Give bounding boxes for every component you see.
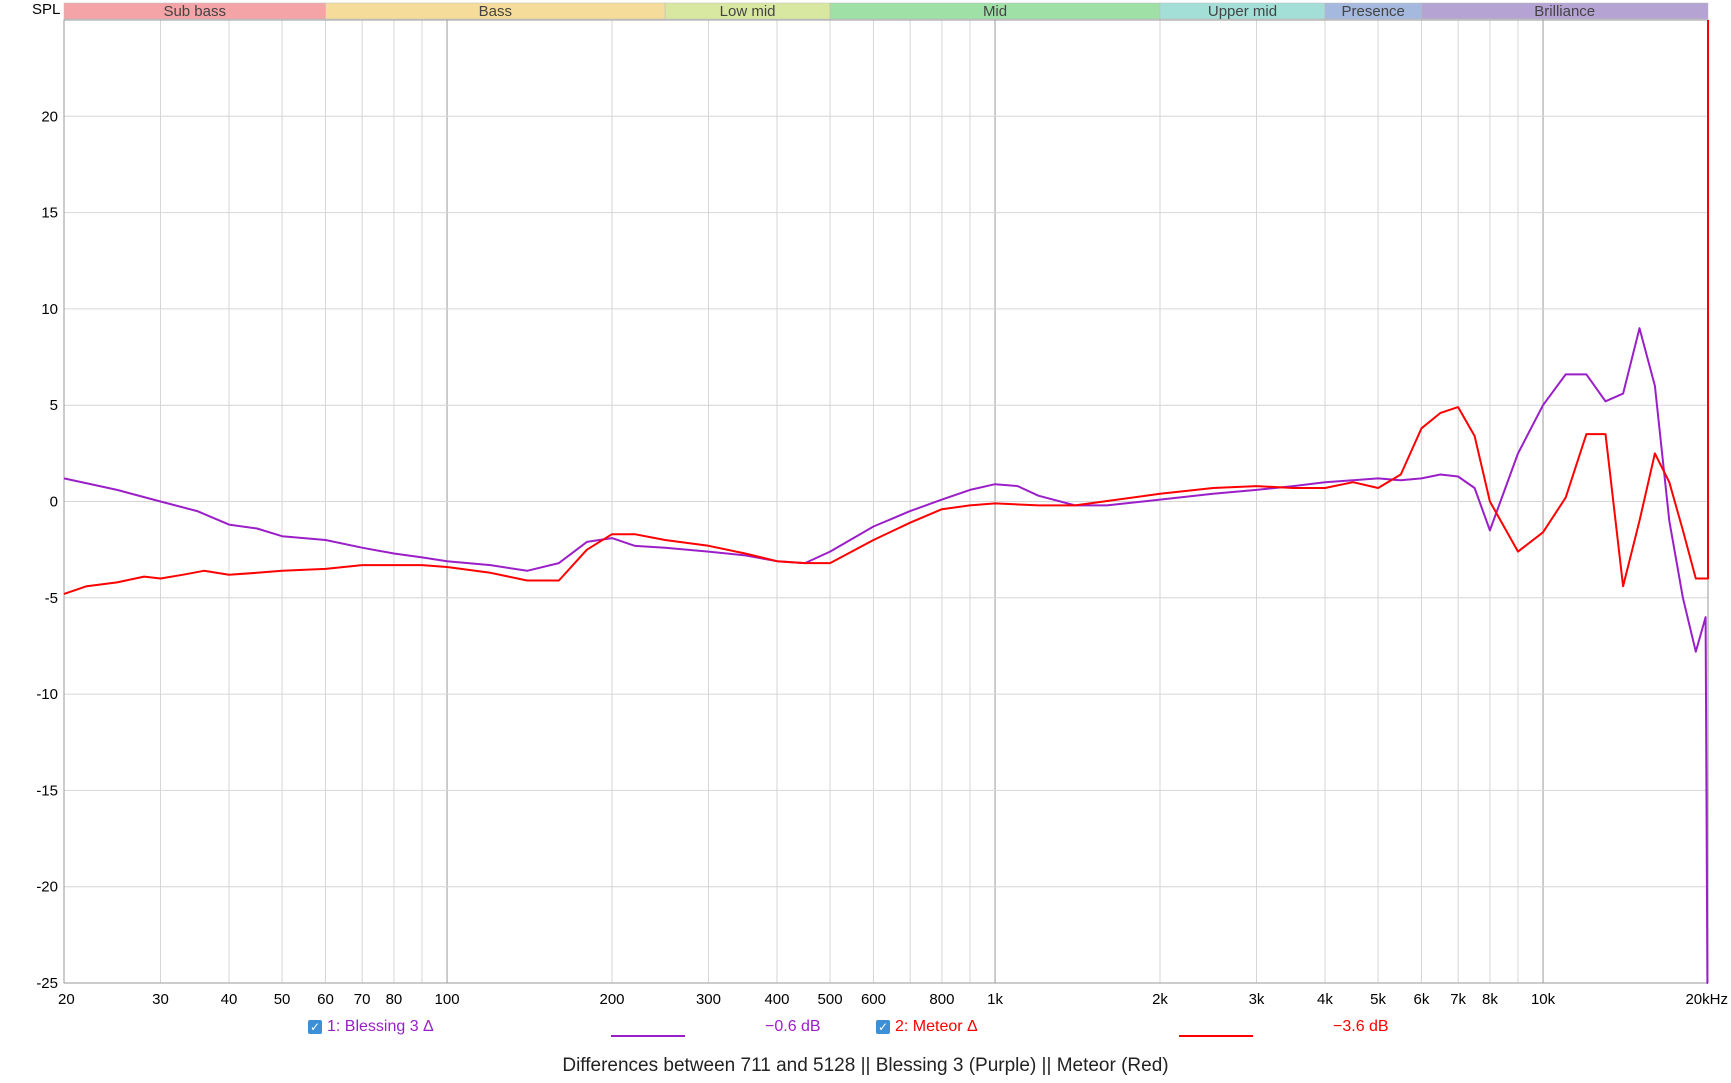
checkbox-checked-icon[interactable]: ✓ [308, 1020, 322, 1034]
x-tick-label: 400 [764, 991, 789, 1008]
x-tick-label: 200 [599, 991, 624, 1008]
y-tick-label: -20 [36, 879, 58, 896]
legend-label: 2: Meteor Δ [895, 1018, 978, 1035]
band-label: Sub bass [163, 3, 226, 20]
x-tick-label: 50 [274, 991, 291, 1008]
y-tick-label: 10 [41, 301, 58, 318]
y-tick-label: 5 [50, 397, 58, 414]
grid-lines [64, 20, 1708, 984]
y-tick-label: -15 [36, 782, 58, 799]
chart-caption: Differences between 711 and 5128 || Bles… [562, 1055, 1169, 1076]
band-label: Mid [983, 3, 1007, 20]
x-tick-label: 3k [1249, 991, 1265, 1008]
legend-value-blessing: −0.6 dB [765, 1018, 821, 1035]
x-tick-label: 80 [386, 991, 403, 1008]
x-tick-label: 8k [1482, 991, 1498, 1008]
y-tick-label: -10 [36, 686, 58, 703]
band-label: Low mid [720, 3, 776, 20]
band-label: Bass [479, 3, 512, 20]
x-tick-label: 100 [435, 991, 460, 1008]
y-axis-label: SPL [32, 1, 60, 18]
y-tick-label: -25 [36, 975, 58, 992]
x-tick-label: 60 [317, 991, 334, 1008]
series-line-2 [63, 20, 1709, 595]
legend-value-meteor: −3.6 dB [1333, 1018, 1389, 1035]
x-tick-label: 1k [987, 991, 1003, 1008]
x-tick-label: 20 [58, 991, 75, 1008]
band-label: Brilliance [1534, 3, 1595, 20]
x-tick-label: 800 [929, 991, 954, 1008]
x-tick-label: 40 [221, 991, 238, 1008]
x-tick-label: 600 [861, 991, 886, 1008]
y-tick-label: 0 [50, 494, 58, 511]
x-tick-label: 20kHz [1685, 991, 1728, 1008]
y-tick-label: 20 [41, 108, 58, 125]
frequency-bands: Sub bass Bass Low mid Mid Upper mid Presence B… [63, 2, 1709, 20]
series-lines [63, 20, 1709, 984]
legend-label: 1: Blessing 3 Δ [327, 1018, 434, 1035]
checkbox-checked-icon[interactable]: ✓ [876, 1020, 890, 1034]
band-6 [1421, 2, 1709, 20]
legend-swatch-blessing [611, 1035, 685, 1037]
band-label: Presence [1342, 3, 1405, 20]
y-tick-label: 15 [41, 205, 58, 222]
x-tick-label: 7k [1450, 991, 1466, 1008]
series-line-1 [63, 327, 1709, 984]
y-tick-label: -5 [45, 590, 58, 607]
x-axis-ticks: 20 30 40 50 60 70 80 100 200 300 400 500 600 800 1k 2k 3… [58, 991, 1728, 1008]
x-tick-label: 2k [1152, 991, 1168, 1008]
x-tick-label: 6k [1414, 991, 1430, 1008]
x-tick-label: 10k [1531, 991, 1556, 1008]
legend-item-meteor[interactable]: ✓ 2: Meteor Δ [876, 1018, 978, 1036]
x-tick-label: 70 [354, 991, 371, 1008]
x-tick-label: 500 [818, 991, 843, 1008]
x-tick-label: 5k [1370, 991, 1386, 1008]
y-axis-ticks: 20 15 10 5 0 -5 -10 -15 -20 -25 [36, 108, 58, 992]
x-tick-label: 4k [1317, 991, 1333, 1008]
band-label: Upper mid [1208, 3, 1277, 20]
legend-swatch-meteor [1179, 1035, 1253, 1037]
x-tick-label: 300 [696, 991, 721, 1008]
x-tick-label: 30 [152, 991, 169, 1008]
legend-item-blessing[interactable]: ✓ 1: Blessing 3 Δ [308, 1018, 434, 1036]
